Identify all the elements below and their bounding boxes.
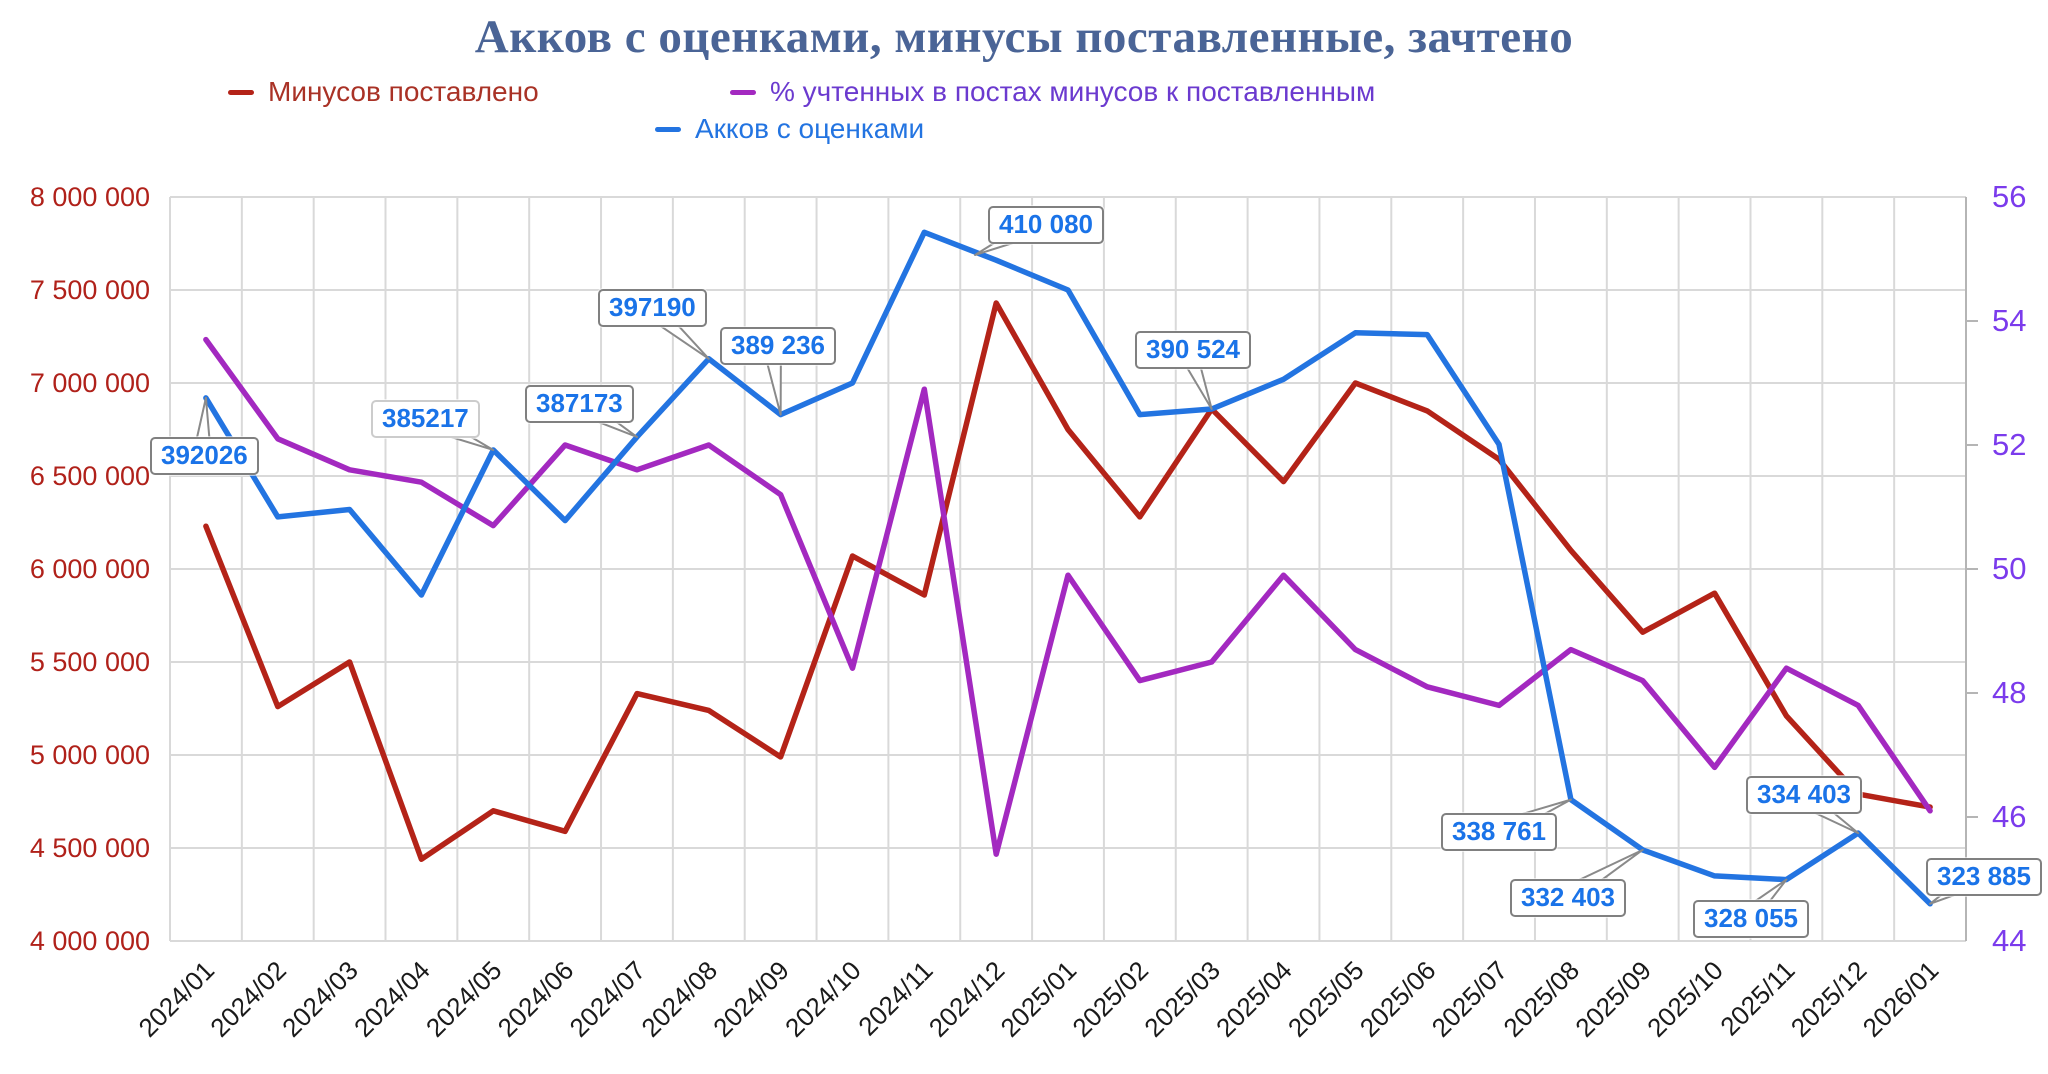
svg-text:5 500 000: 5 500 000	[30, 647, 150, 677]
data-label-callout: 389 236	[720, 327, 836, 366]
legend-item-0: Минусов поставлено	[228, 76, 539, 108]
grid-lines	[169, 196, 1967, 942]
series-line-1	[203, 336, 1933, 857]
left-axis-labels: 8 000 000 7 500 000 7 000 000 6 500 000 6 00…	[30, 182, 150, 956]
svg-text:2024/03: 2024/03	[276, 955, 364, 1043]
svg-text:56: 56	[1992, 179, 2026, 214]
svg-text:50: 50	[1992, 551, 2026, 586]
svg-text:2025/04: 2025/04	[1210, 955, 1298, 1043]
svg-text:2024/12: 2024/12	[923, 955, 1011, 1043]
svg-text:5 000 000: 5 000 000	[30, 740, 150, 770]
svg-text:7 500 000: 7 500 000	[30, 275, 150, 305]
svg-text:4 500 000: 4 500 000	[30, 833, 150, 863]
svg-text:2024/02: 2024/02	[204, 955, 292, 1043]
svg-text:2025/12: 2025/12	[1785, 955, 1873, 1043]
svg-text:2025/08: 2025/08	[1497, 955, 1585, 1043]
legend-item-1: % учтенных в постах минусов к поставленн…	[730, 76, 1375, 108]
svg-text:2024/04: 2024/04	[348, 955, 436, 1043]
svg-text:2026/01: 2026/01	[1857, 955, 1945, 1043]
svg-text:54: 54	[1992, 303, 2026, 338]
legend-label: Минусов поставлено	[268, 76, 539, 107]
data-label-callout: 387173	[525, 385, 634, 424]
svg-text:2025/05: 2025/05	[1282, 955, 1370, 1043]
right-axis-labels: 56 54 52 50 48 46 44	[1992, 179, 2026, 958]
svg-text:2025/02: 2025/02	[1066, 955, 1154, 1043]
svg-text:6 500 000: 6 500 000	[30, 461, 150, 491]
svg-text:2025/06: 2025/06	[1354, 955, 1442, 1043]
svg-text:2024/08: 2024/08	[635, 955, 723, 1043]
svg-text:44: 44	[1992, 923, 2026, 958]
data-label-callout: 390 524	[1135, 331, 1251, 370]
legend-item-2: Акков с оценками	[655, 113, 924, 145]
svg-text:52: 52	[1992, 427, 2026, 462]
data-label-callout: 397190	[598, 289, 707, 328]
legend-dash-icon	[730, 89, 756, 95]
svg-text:2025/03: 2025/03	[1138, 955, 1226, 1043]
legend-dash-icon	[228, 89, 254, 95]
svg-text:48: 48	[1992, 675, 2026, 710]
svg-text:2025/10: 2025/10	[1641, 955, 1729, 1043]
legend-label: Акков с оценками	[695, 113, 925, 144]
svg-text:6 000 000: 6 000 000	[30, 554, 150, 584]
data-label-callout: 323 885	[1926, 858, 2042, 897]
svg-text:8 000 000: 8 000 000	[30, 182, 150, 212]
svg-text:2024/11: 2024/11	[852, 955, 938, 1041]
svg-text:2025/07: 2025/07	[1426, 955, 1514, 1043]
svg-text:2024/09: 2024/09	[707, 955, 795, 1043]
svg-text:2024/07: 2024/07	[564, 955, 652, 1043]
chart-title: Акков с оценками, минусы поставленные, з…	[474, 11, 1574, 63]
legend-label: % учтенных в постах минусов к поставленн…	[770, 76, 1376, 107]
svg-text:2024/01: 2024/01	[132, 955, 220, 1043]
data-label-callout: 332 403	[1510, 879, 1626, 918]
data-label-callout: 392026	[150, 437, 259, 476]
legend-dash-icon	[655, 126, 681, 132]
svg-text:2024/05: 2024/05	[420, 955, 508, 1043]
data-label-callout: 338 761	[1441, 813, 1557, 852]
data-label-callout: 410 080	[988, 206, 1104, 245]
x-axis-labels: 2024/012024/022024/032024/042024/052024/…	[132, 955, 1944, 1043]
svg-text:2025/11: 2025/11	[1714, 955, 1800, 1041]
svg-text:46: 46	[1992, 799, 2026, 834]
svg-text:2024/06: 2024/06	[492, 955, 580, 1043]
data-label-callout: 334 403	[1746, 776, 1862, 815]
svg-text:4 000 000: 4 000 000	[30, 926, 150, 956]
svg-text:2024/10: 2024/10	[779, 955, 867, 1043]
svg-text:2025/09: 2025/09	[1569, 955, 1657, 1043]
series-line-0	[203, 300, 1933, 862]
data-label-callout: 328 055	[1693, 900, 1809, 939]
data-label-callout: 385217	[371, 400, 480, 439]
right-axis	[1965, 197, 1978, 941]
svg-text:2025/01: 2025/01	[995, 955, 1083, 1043]
svg-text:7 000 000: 7 000 000	[30, 368, 150, 398]
